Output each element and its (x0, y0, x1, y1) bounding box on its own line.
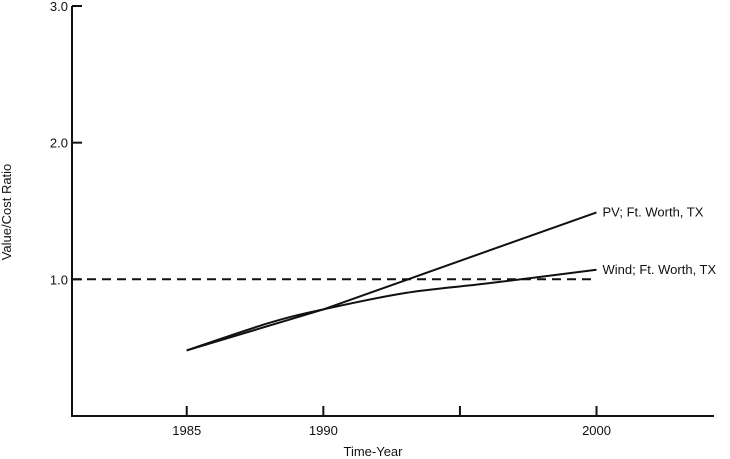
series-labels: PV; Ft. Worth, TX Wind; Ft. Worth, TX (603, 204, 717, 276)
x-axis-label: Time-Year (343, 444, 403, 459)
y-tick-label: 1.0 (50, 272, 68, 287)
x-tick-label: 1985 (172, 423, 201, 438)
x-tick-label: 2000 (582, 423, 611, 438)
y-tick-label: 2.0 (50, 136, 68, 151)
y-axis: 1.0 2.0 3.0 (50, 0, 82, 287)
y-axis-label: Value/Cost Ratio (0, 164, 14, 261)
y-tick-label: 3.0 (50, 0, 68, 14)
series-label-1: PV; Ft. Worth, TX (603, 204, 704, 219)
series-label-2: Wind; Ft. Worth, TX (603, 262, 717, 277)
series-layer (72, 211, 597, 352)
x-axis: 1985 1990 2000 (172, 406, 611, 438)
series-line-2 (186, 268, 597, 352)
x-tick-label: 1990 (309, 423, 338, 438)
